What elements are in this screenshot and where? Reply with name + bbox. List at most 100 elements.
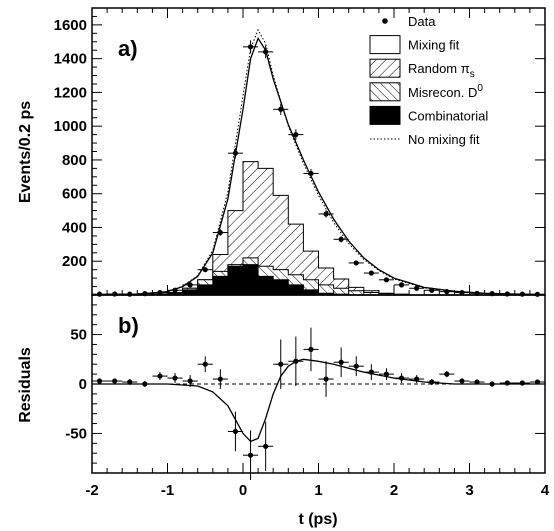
- legend-entry: Random πs: [369, 58, 475, 80]
- data-point-marker: [323, 211, 329, 217]
- data-point-marker: [353, 260, 359, 266]
- data-point-marker: [278, 106, 284, 112]
- data-point: [409, 285, 425, 291]
- data-point: [439, 289, 455, 295]
- y-tick-label: 200: [62, 253, 87, 270]
- x-tick-label: 3: [465, 482, 473, 499]
- residual-point-marker: [157, 373, 163, 379]
- x-tick-label: -2: [85, 482, 98, 499]
- data-point-marker: [232, 150, 239, 156]
- legend-entry: Misrecon. D0: [369, 82, 483, 102]
- x-tick-label: 1: [314, 482, 322, 499]
- residual-point-marker: [383, 371, 390, 377]
- x-tick-label: -1: [161, 482, 174, 499]
- residual-point-marker: [459, 378, 465, 384]
- residual-point-marker: [142, 381, 148, 387]
- legend-entry: Combinatorial: [369, 105, 488, 125]
- data-point: [454, 290, 470, 296]
- data-point: [333, 236, 349, 243]
- bottom-plot-frame: [91, 294, 546, 474]
- residual-point-marker: [444, 371, 450, 377]
- data-point: [288, 129, 304, 140]
- bottom-axis-ticks: -50 0 50 -2 -1 0 1 2 3 4: [65, 304, 550, 499]
- top-histogram-bars: [92, 161, 545, 296]
- mixing-fit-curve: [91, 36, 546, 296]
- no-mixing-fit-curve: [91, 28, 546, 296]
- residual-point-marker: [112, 378, 118, 384]
- data-point-marker: [459, 290, 465, 296]
- bottom-data-points: [92, 327, 545, 480]
- data-point: [258, 45, 274, 59]
- residual-point: [167, 373, 183, 384]
- residual-point: [529, 379, 545, 385]
- residual-point-marker: [534, 379, 541, 385]
- x-tick-label: 2: [390, 482, 398, 499]
- y-tick-label: 0: [79, 376, 87, 393]
- data-point: [378, 277, 394, 283]
- data-point-marker: [398, 282, 405, 288]
- data-point: [227, 148, 243, 159]
- data-point-marker: [338, 236, 344, 242]
- residual-point: [288, 336, 304, 386]
- data-point: [243, 40, 259, 54]
- residual-point-marker: [504, 380, 510, 386]
- data-point-marker: [217, 229, 223, 236]
- residual-point: [378, 368, 394, 381]
- residual-point: [499, 380, 515, 386]
- data-point: [92, 291, 108, 297]
- residual-point: [348, 356, 364, 377]
- residual-point-marker: [474, 379, 480, 385]
- legend-solid-box: [369, 105, 401, 125]
- data-point: [424, 287, 440, 293]
- residual-point: [394, 373, 410, 384]
- residual-point: [514, 380, 530, 386]
- bottom-panel-label: b): [118, 313, 139, 338]
- data-point-marker: [429, 287, 435, 293]
- top-fit-curves: [91, 28, 546, 296]
- data-point: [182, 282, 198, 288]
- residual-point-marker: [202, 361, 208, 367]
- data-point-marker: [263, 49, 269, 55]
- residual-point: [454, 378, 470, 384]
- legend-label: Mixing fit: [408, 38, 460, 53]
- y-tick-label: 1400: [54, 51, 87, 68]
- residual-point: [182, 375, 198, 387]
- residual-point-marker: [127, 379, 133, 385]
- data-point-marker: [504, 291, 510, 297]
- residual-point: [424, 379, 440, 385]
- y-tick-label: 600: [62, 186, 87, 203]
- data-point-marker: [444, 289, 450, 295]
- y-tick-label: 1600: [54, 17, 87, 34]
- residual-point-marker: [187, 378, 193, 384]
- y-tick-label: 1200: [54, 84, 87, 101]
- residual-point: [409, 375, 425, 384]
- residual-point: [469, 379, 485, 385]
- data-point: [212, 229, 228, 236]
- y-tick-label: -50: [65, 425, 87, 442]
- data-point-marker: [187, 282, 193, 288]
- data-point: [363, 270, 379, 276]
- residual-point: [484, 381, 500, 387]
- residual-point: [197, 356, 213, 373]
- y-tick-label: 400: [62, 219, 87, 236]
- data-point: [318, 210, 334, 218]
- residual-point: [303, 327, 319, 372]
- legend-label: Data: [408, 14, 436, 29]
- data-point: [348, 260, 364, 266]
- data-point: [394, 282, 410, 288]
- residual-fit-curve: [92, 358, 545, 443]
- bottom-panel: -50 0 50 -2 -1 0 1 2 3 4 b) Residuals: [17, 294, 550, 499]
- residual-point: [273, 339, 289, 389]
- y-tick-label: 800: [62, 152, 87, 169]
- x-axis-label: t (ps): [298, 511, 337, 528]
- residual-point-marker: [278, 361, 284, 367]
- residual-point-marker: [429, 379, 435, 385]
- residual-point-marker: [398, 375, 405, 381]
- data-point: [499, 291, 515, 297]
- residual-point: [243, 430, 259, 480]
- residual-point: [107, 378, 123, 384]
- legend-label: Combinatorial: [408, 108, 488, 123]
- residual-point-marker: [96, 378, 103, 384]
- residual-point: [439, 371, 455, 378]
